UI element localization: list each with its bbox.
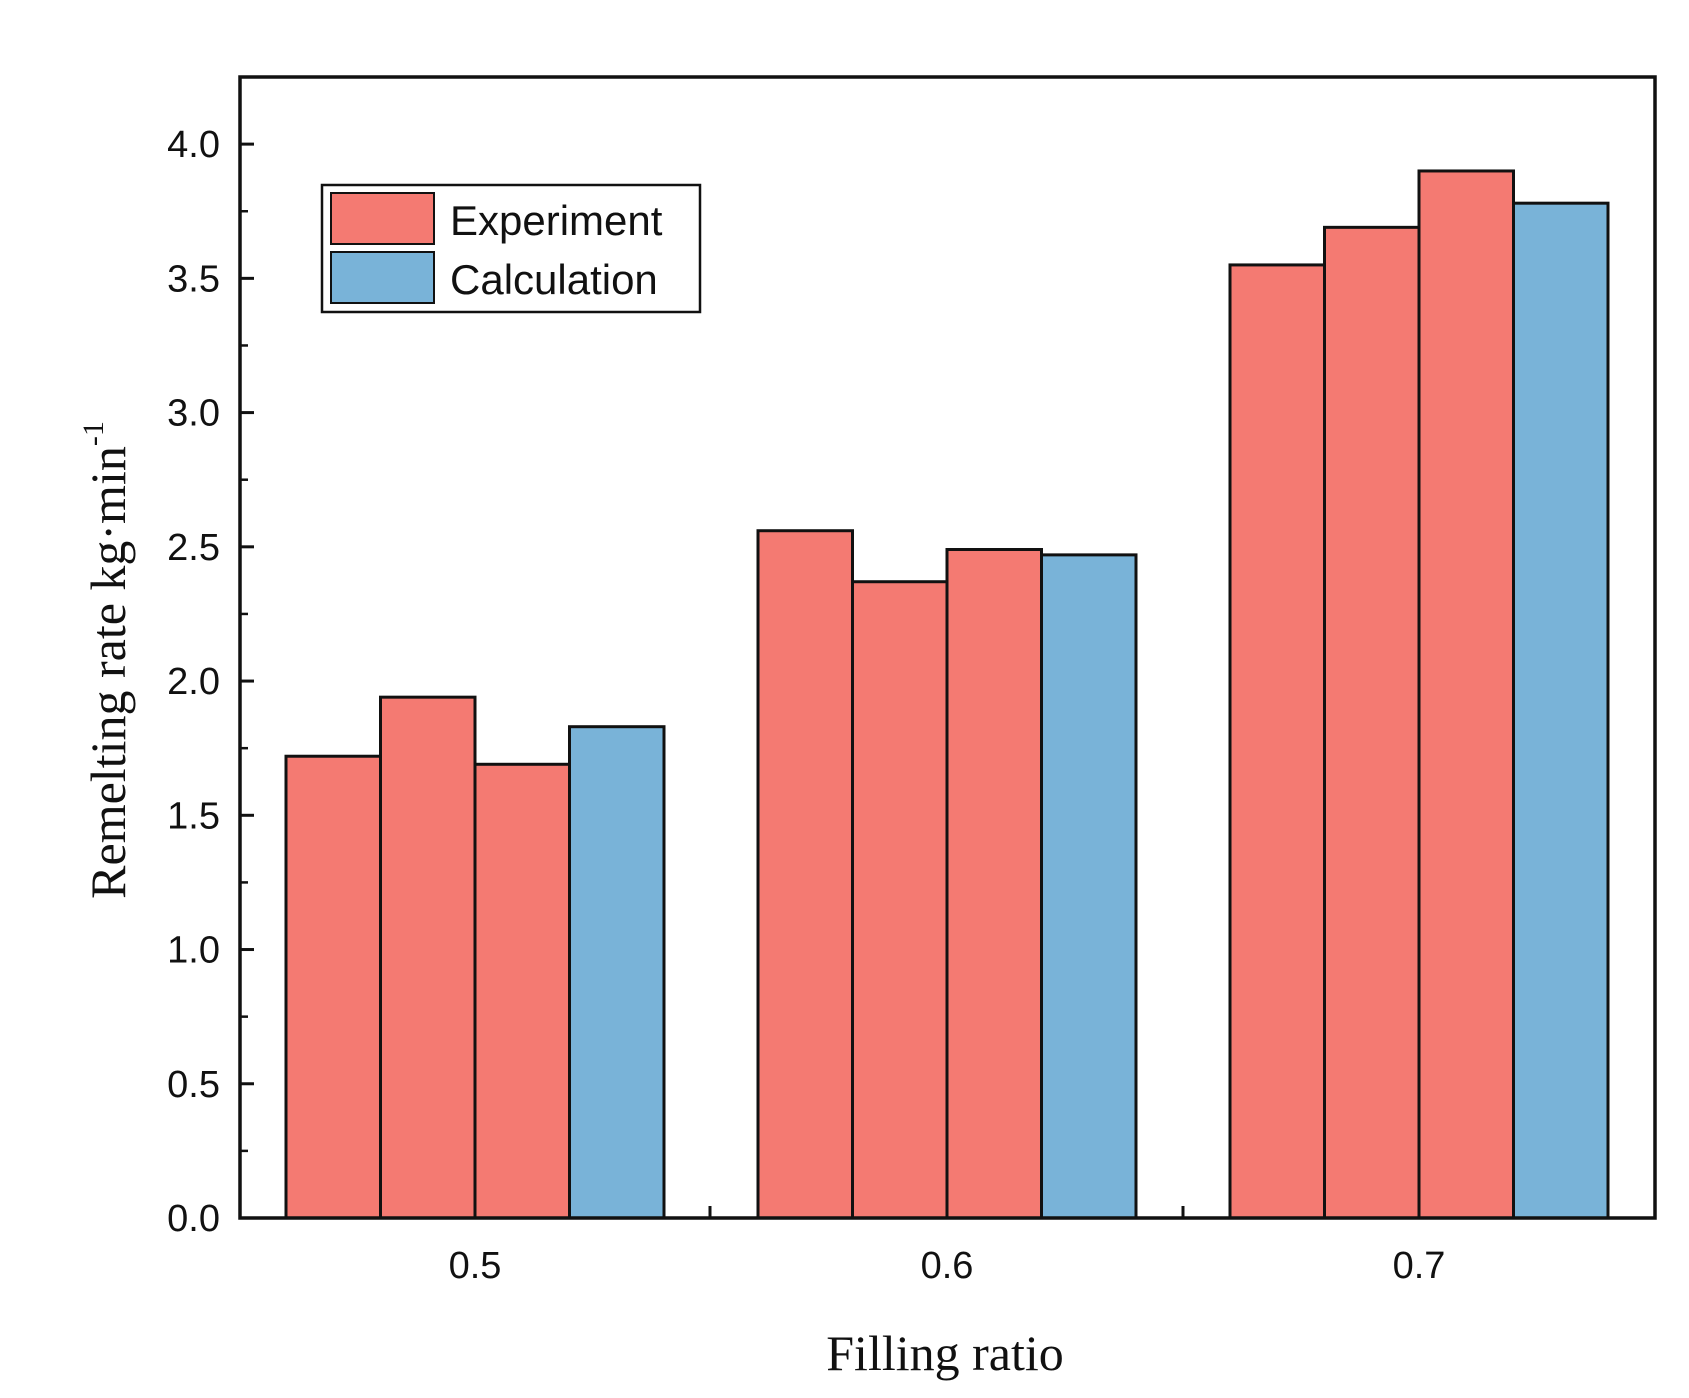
bar-0_7-experiment-1 <box>1323 225 1421 1220</box>
bar-0_6-calculation-3 <box>1040 553 1138 1220</box>
y-tick-label: 2.5 <box>167 527 220 569</box>
y-tick-label: 4.0 <box>167 124 220 166</box>
legend-label-experiment: Experiment <box>450 197 663 244</box>
bar-0_5-calculation-3 <box>568 725 666 1220</box>
y-tick-label: 1.0 <box>167 930 220 972</box>
y-tick-label: 0.0 <box>167 1198 220 1240</box>
x-axis-title: Filling ratio <box>826 1325 1064 1381</box>
x-tick-label: 0.6 <box>921 1245 974 1287</box>
axes-layer: 0.0 0.5 1.0 1.5 2.0 2.5 3.0 3.5 4.0 0.5 0.6 0.7 <box>167 75 1657 1287</box>
bar-0_6-experiment-0 <box>756 529 854 1220</box>
bars-layer <box>284 169 1610 1220</box>
legend-label-calculation: Calculation <box>450 256 658 303</box>
y-axis-title-superscript: -1 <box>77 421 110 446</box>
x-tick-label: 0.5 <box>449 1245 502 1287</box>
y-tick-label: 3.0 <box>167 393 220 435</box>
y-axis-title: Remelting rate kg·min-1 <box>77 421 136 899</box>
bar-0_7-experiment-2 <box>1417 169 1515 1220</box>
bar-0_6-experiment-1 <box>851 580 949 1220</box>
plot-frame <box>238 75 1657 1220</box>
legend-swatch-experiment <box>330 192 435 245</box>
y-tick-label: 3.5 <box>167 258 220 300</box>
y-tick-label: 0.5 <box>167 1064 220 1106</box>
y-tick-label: 1.5 <box>167 795 220 837</box>
bar-0_6-experiment-2 <box>945 548 1043 1220</box>
y-axis-title-text: Remelting rate kg·min <box>80 446 136 899</box>
legend: Experiment Calculation <box>320 183 702 314</box>
bar-0_5-experiment-0 <box>284 754 382 1220</box>
bar-0_7-calculation-3 <box>1512 201 1610 1220</box>
bar-0_5-experiment-2 <box>473 762 571 1220</box>
legend-swatch-calculation <box>330 251 435 304</box>
bar-0_7-experiment-0 <box>1228 263 1326 1220</box>
y-tick-label: 2.0 <box>167 661 220 703</box>
svg-text:Remelting rate kg·min-1: Remelting rate kg·min-1 <box>77 421 136 899</box>
x-tick-label: 0.7 <box>1393 1245 1446 1287</box>
bar-0_5-experiment-1 <box>379 695 477 1220</box>
